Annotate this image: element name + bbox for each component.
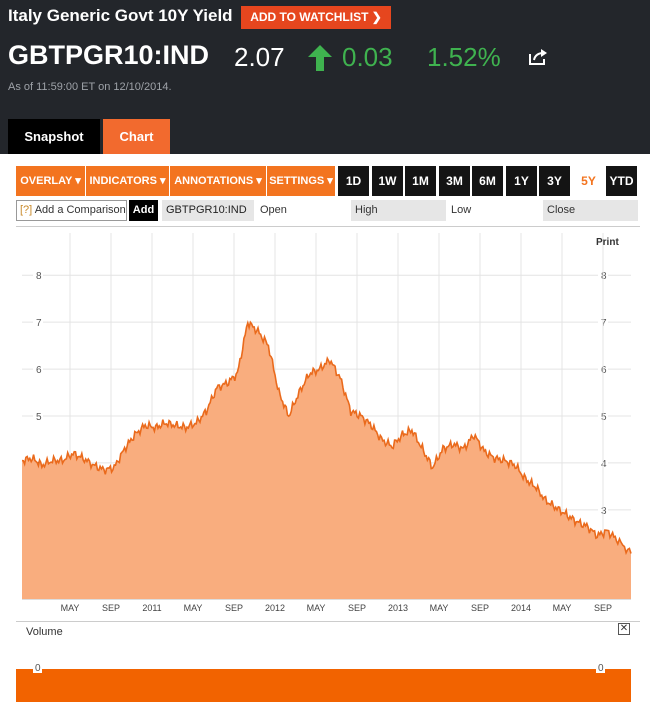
range-3y-button[interactable]: 3Y <box>539 166 570 196</box>
price-chart[interactable]: 22334455667788MAYSEP2011MAYSEP2012MAYSEP… <box>16 226 640 621</box>
range-1m-button[interactable]: 1M <box>405 166 436 196</box>
add-to-watchlist-button[interactable]: ADD TO WATCHLIST ❯ <box>241 6 391 29</box>
as-of-timestamp: As of 11:59:00 ET on 12/10/2014. <box>8 81 172 93</box>
x-tick-label: MAY <box>553 603 572 613</box>
low-field: Low <box>447 200 542 221</box>
range-ytd-button[interactable]: YTD <box>606 166 637 196</box>
y-tick-label-left: 8 <box>36 271 42 282</box>
comparison-input[interactable]: [?] Add a Comparison <box>16 200 127 221</box>
y-tick-label-right: 5 <box>601 412 607 423</box>
annotations-menu[interactable]: ANNOTATIONS ▾ <box>170 166 266 196</box>
settings-menu[interactable]: SETTINGS ▾ <box>267 166 335 196</box>
y-tick-label-right: 8 <box>601 271 607 282</box>
y-tick-label-right: 3 <box>601 506 607 517</box>
y-tick-bg <box>33 363 43 376</box>
y-tick-label-right: 7 <box>601 318 607 329</box>
y-tick-bg <box>33 269 43 282</box>
indicators-menu[interactable]: INDICATORS ▾ <box>86 166 169 196</box>
y-tick-label-right: 6 <box>601 365 607 376</box>
y-tick-label-left: 5 <box>36 412 42 423</box>
y-tick-label-right: 4 <box>601 459 607 470</box>
range-3m-button[interactable]: 3M <box>439 166 470 196</box>
x-tick-label: SEP <box>225 603 243 613</box>
range-1d-button[interactable]: 1D <box>338 166 369 196</box>
close-field: Close <box>543 200 638 221</box>
print-button[interactable]: Print <box>596 237 619 248</box>
yield-area <box>22 322 631 599</box>
overlay-menu[interactable]: OVERLAY ▾ <box>16 166 85 196</box>
x-tick-label: 2011 <box>142 603 161 613</box>
tab-chart[interactable]: Chart <box>103 119 170 154</box>
up-arrow-icon <box>308 45 332 71</box>
help-icon[interactable]: [?] <box>20 204 33 216</box>
price-change: 0.03 <box>342 42 393 72</box>
volume-zero-label-left: 0 <box>35 663 41 674</box>
y-tick-bg <box>33 410 43 422</box>
comparison-ticker-chip: GBTPGR10:IND <box>162 200 254 221</box>
quote-header: Italy Generic Govt 10Y Yield ADD TO WATC… <box>0 0 650 154</box>
price-chart-svg[interactable]: 22334455667788MAYSEP2011MAYSEP2012MAYSEP… <box>16 227 640 622</box>
x-tick-label: SEP <box>348 603 366 613</box>
range-5y-button[interactable]: 5Y <box>573 166 604 196</box>
last-price: 2.07 <box>234 42 285 72</box>
range-1w-button[interactable]: 1W <box>372 166 403 196</box>
comparison-placeholder: Add a Comparison <box>34 204 126 216</box>
x-tick-label: MAY <box>430 603 449 613</box>
x-tick-label: MAY <box>307 603 326 613</box>
high-field: High <box>351 200 446 221</box>
x-tick-label: 2014 <box>511 603 531 613</box>
open-field: Open <box>256 200 350 221</box>
x-tick-label: MAY <box>61 603 80 613</box>
x-tick-label: MAY <box>184 603 203 613</box>
share-icon[interactable] <box>528 48 548 66</box>
comparison-row: [?] Add a Comparison Add GBTPGR10:IND Op… <box>16 200 640 221</box>
yield-line <box>21 320 632 556</box>
y-tick-bg <box>33 316 43 329</box>
tab-snapshot[interactable]: Snapshot <box>8 119 100 154</box>
ticker-symbol: GBTPGR10:IND <box>8 40 210 70</box>
x-tick-label: SEP <box>594 603 612 613</box>
close-icon[interactable]: ✕ <box>618 623 630 635</box>
volume-tick-bg <box>596 661 605 673</box>
volume-label: Volume <box>26 626 63 638</box>
volume-tick-bg <box>33 661 42 673</box>
security-title: Italy Generic Govt 10Y Yield <box>8 6 233 25</box>
x-tick-label: SEP <box>102 603 120 613</box>
percent-change: 1.52% <box>427 42 501 72</box>
range-6m-button[interactable]: 6M <box>472 166 503 196</box>
y-tick-label-left: 6 <box>36 365 42 376</box>
volume-zero-label-right: 0 <box>598 663 604 674</box>
x-tick-label: 2013 <box>388 603 408 613</box>
volume-bar <box>16 669 631 702</box>
add-comparison-button[interactable]: Add <box>129 200 158 221</box>
x-tick-label: 2012 <box>265 603 285 613</box>
x-tick-label: SEP <box>471 603 489 613</box>
y-tick-label-left: 7 <box>36 318 42 329</box>
range-1y-button[interactable]: 1Y <box>506 166 537 196</box>
